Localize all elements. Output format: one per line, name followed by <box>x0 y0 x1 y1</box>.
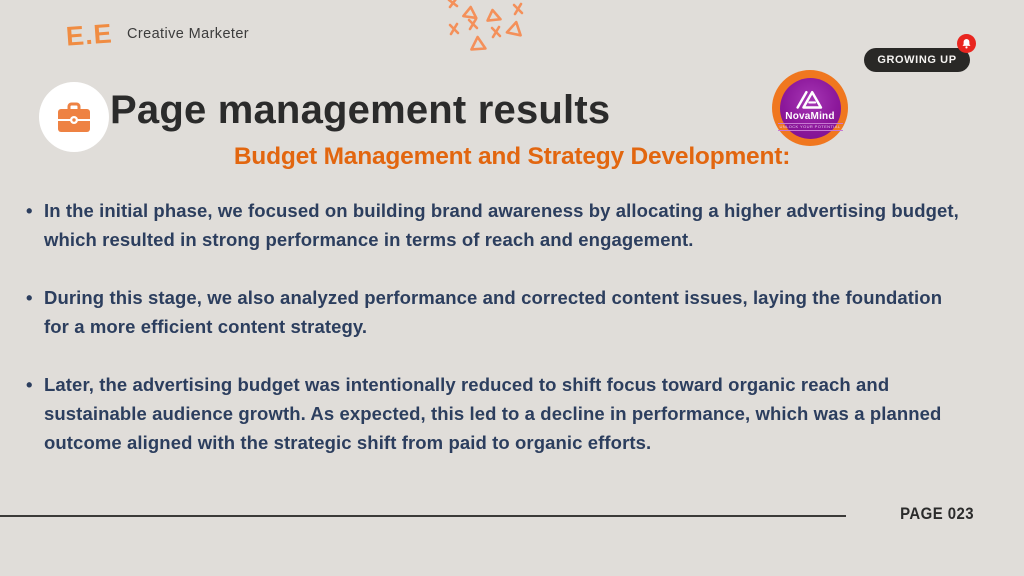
novamind-logo-inner: NovaMind UNLOCK YOUR POTENTIAL <box>777 77 843 139</box>
novamind-logo-mark-icon <box>796 90 823 109</box>
bullet-item: • In the initial phase, we focused on bu… <box>26 196 964 254</box>
bullet-marker: • <box>26 374 33 395</box>
brand-role-label: Creative Marketer <box>127 26 250 42</box>
bullet-item: • During this stage, we also analyzed pe… <box>26 283 964 341</box>
title-icon-circle <box>39 82 109 152</box>
page-title: Page management results <box>110 88 611 132</box>
page-number-label: PAGE 023 <box>900 504 974 523</box>
bullet-list: • In the initial phase, we focused on bu… <box>26 196 964 486</box>
notification-badge <box>957 34 976 53</box>
novamind-logo: NovaMind UNLOCK YOUR POTENTIAL <box>772 70 848 146</box>
bullet-text: Later, the advertising budget was intent… <box>44 374 942 453</box>
footer-divider <box>0 515 846 517</box>
growing-up-badge: GROWING UP <box>864 48 970 72</box>
bullet-text: During this stage, we also analyzed perf… <box>44 287 943 337</box>
bullet-marker: • <box>26 287 33 308</box>
novamind-logo-name: NovaMind <box>785 110 835 122</box>
section-subtitle: Budget Management and Strategy Developme… <box>233 143 791 170</box>
bullet-item: • Later, the advertising budget was inte… <box>26 370 964 457</box>
briefcase-icon <box>58 102 90 132</box>
brand-mark: E.E <box>64 18 114 52</box>
bullet-text: In the initial phase, we focused on buil… <box>44 200 959 250</box>
growing-up-badge-label: GROWING UP <box>877 54 957 66</box>
doodles-decoration-icon <box>447 0 524 51</box>
bullet-marker: • <box>26 200 33 221</box>
bell-icon <box>962 39 971 49</box>
novamind-logo-tagline: UNLOCK YOUR POTENTIAL <box>777 122 843 131</box>
